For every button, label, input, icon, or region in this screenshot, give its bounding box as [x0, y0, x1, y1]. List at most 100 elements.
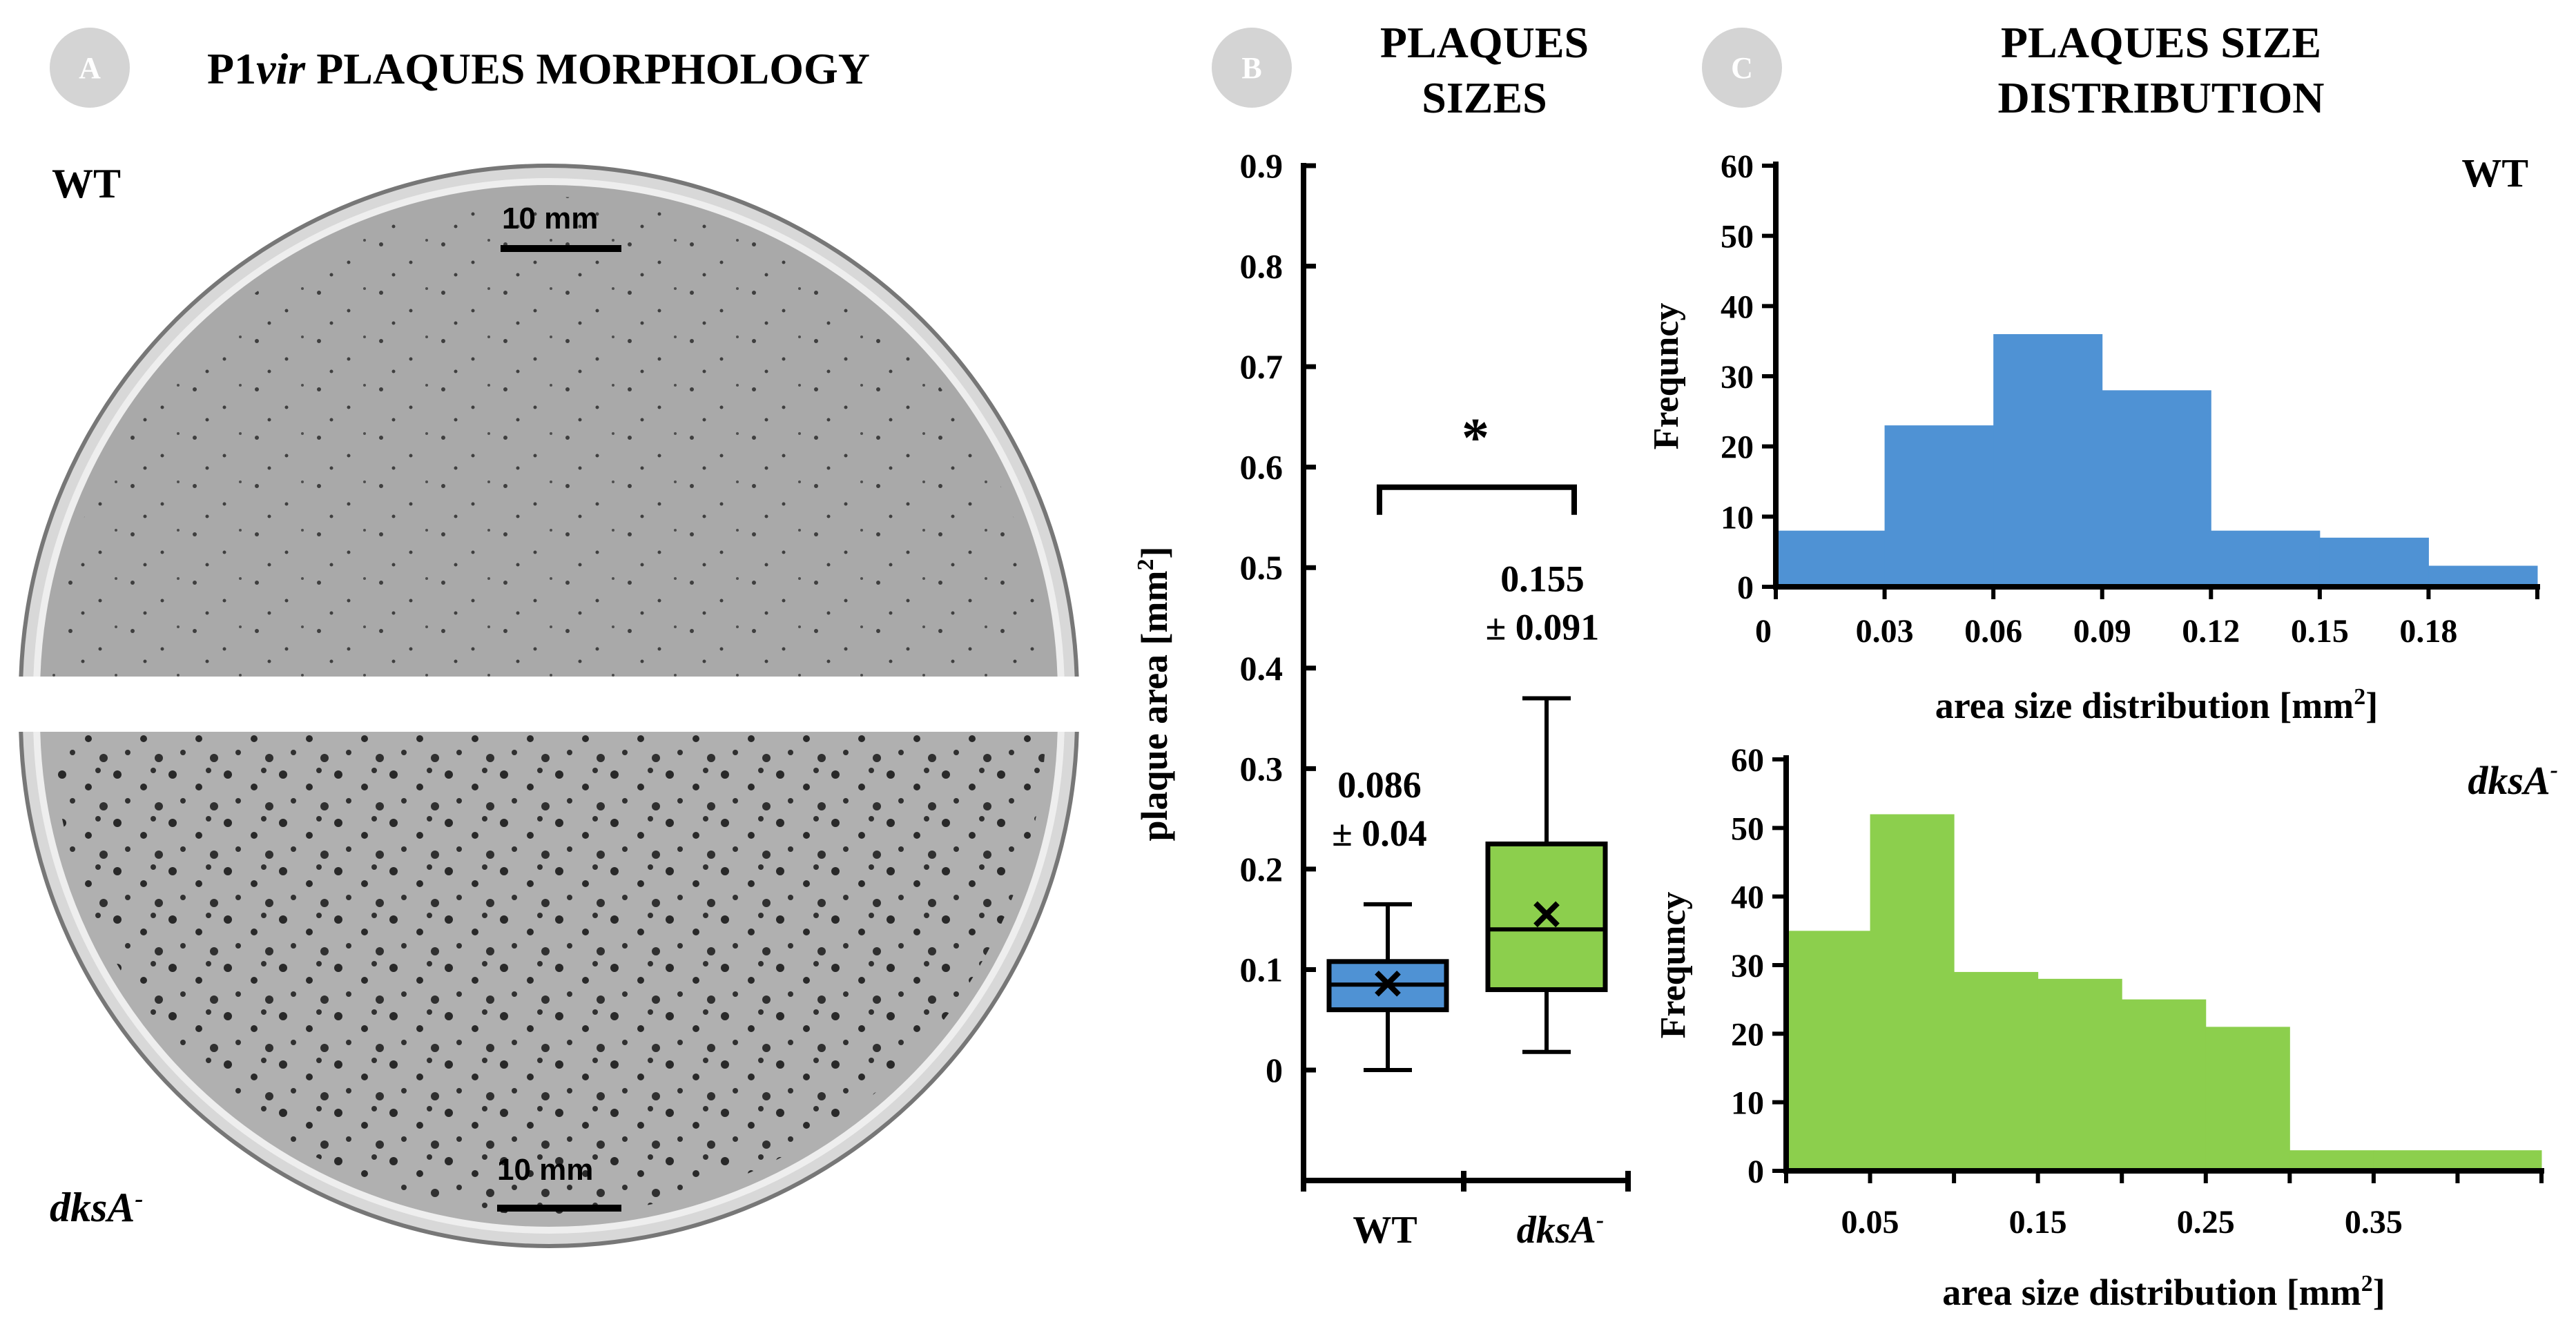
panel-a-badge: A	[50, 28, 130, 108]
boxplot-chart: 0 0.1 0.2 0.3 0.4 0.5 0.6 0.7 0.8 0.9 plaque area …	[1133, 146, 1631, 1252]
x-tick-label: 0.25	[2177, 1204, 2235, 1241]
y-tick-label: 0.5	[1240, 548, 1284, 587]
panel-a-title-prefix: P1	[207, 44, 257, 93]
mean-label: 0.155	[1500, 558, 1585, 599]
x-axis-label-sup: 2	[2354, 684, 2365, 710]
mean-marker	[1533, 901, 1560, 928]
panel-a-title-suffix: PLAQUES MORPHOLOGY	[305, 44, 870, 93]
label-dksa: dksA-	[50, 1184, 143, 1232]
category-label-sup: -	[1596, 1207, 1604, 1233]
x-tick-label: 0.15	[2291, 613, 2349, 650]
y-tick-label: 0.9	[1240, 146, 1284, 185]
histogram-bar	[1870, 814, 1955, 1171]
label-dksa-text: dksA	[50, 1185, 135, 1230]
y-tick-label: 0	[1747, 1154, 1764, 1190]
petri-dish-figure	[19, 164, 1079, 1248]
x-axis-label-end: ]	[2365, 685, 2378, 726]
panel-c-title: PLAQUES SIZE DISTRIBUTION	[1892, 15, 2430, 126]
y-tick-label: 0.7	[1240, 347, 1284, 386]
histogram-bar	[2428, 565, 2538, 587]
panel-b-title-line1: PLAQUES	[1379, 18, 1589, 67]
panel-c-badge: C	[1702, 28, 1782, 108]
y-tick-label: 0.6	[1240, 448, 1284, 487]
significance-star: *	[1462, 408, 1489, 469]
y-tick-label: 10	[1731, 1085, 1764, 1122]
category-label: WT	[1353, 1209, 1417, 1252]
histogram-bar	[2289, 1150, 2374, 1171]
histogram-bar	[2211, 530, 2321, 587]
y-tick-label: 10	[1721, 499, 1754, 536]
x-tick-label: 0	[1755, 613, 1772, 650]
x-tick-label: 0.35	[2345, 1204, 2403, 1241]
x-axis-label-end: ]	[2373, 1272, 2385, 1313]
scale-bar-bottom	[497, 1205, 621, 1212]
x-axis-label: area size distribution [mm2]	[1942, 1271, 2385, 1313]
histogram-bar	[2102, 390, 2211, 587]
histogram-bar	[1993, 334, 2103, 587]
histogram-bar	[2457, 1150, 2542, 1171]
panel-c-title-line2: DISTRIBUTION	[1997, 73, 2325, 122]
y-tick-label: 60	[1731, 742, 1764, 779]
y-axis-label-sup: 2	[1133, 559, 1159, 571]
category-label: dksA-	[1517, 1207, 1604, 1252]
histogram-wt: 0 10 20 30 40 50 60 0 0.03 0.06 0.09 0.12 0.15 0.18 Fr…	[1647, 148, 2540, 726]
panel-c-title-line1: PLAQUES SIZE	[2000, 18, 2322, 67]
x-axis-label-sup: 2	[2361, 1271, 2373, 1296]
y-axis-label: Frequncy	[1654, 892, 1693, 1039]
panel-b-badge: B	[1212, 28, 1292, 108]
histogram-bar	[2205, 1027, 2290, 1171]
y-axis-label: Frequncy	[1647, 303, 1686, 450]
plate-dksa	[19, 732, 1079, 1248]
histogram-bar	[1776, 530, 1886, 587]
scale-bar-top	[501, 245, 621, 252]
series-label-sup: -	[2550, 757, 2558, 783]
panel-b-title: PLAQUES SIZES	[1353, 15, 1616, 126]
histogram-bar	[2037, 978, 2122, 1171]
y-tick-label: 40	[1731, 880, 1764, 916]
y-tick-label: 0	[1266, 1051, 1283, 1089]
x-tick-label: 0.06	[1964, 613, 2022, 650]
label-wt: WT	[52, 161, 122, 206]
y-axis-label-end: ]	[1134, 547, 1175, 559]
significance-bracket	[1377, 484, 1577, 515]
x-tick-label: 0.03	[1856, 613, 1914, 650]
y-tick-label: 0.4	[1240, 649, 1284, 688]
plate-wt	[19, 164, 1079, 677]
y-tick-label: 40	[1721, 289, 1754, 325]
panel-a-title: P1vir PLAQUES MORPHOLOGY	[207, 41, 870, 97]
y-tick-label: 30	[1721, 359, 1754, 396]
mean-label: 0.086	[1337, 764, 1422, 806]
sd-label: ± 0.091	[1486, 606, 1600, 648]
y-tick-label: 60	[1721, 148, 1754, 185]
histogram-dksa: 0 10 20 30 40 50 60 0.05 0.15 0.25 0.35 Frequncy are…	[1654, 742, 2558, 1313]
mean-marker	[1375, 970, 1401, 997]
histogram-bar	[2122, 999, 2207, 1171]
scale-label-top: 10 mm	[502, 202, 599, 235]
y-tick-label: 50	[1731, 810, 1764, 847]
histogram-bar	[1954, 971, 2039, 1171]
y-tick-label: 0.2	[1240, 850, 1284, 888]
y-tick-label: 20	[1731, 1016, 1764, 1053]
y-tick-label: 0.1	[1240, 950, 1284, 989]
x-axis-label: area size distribution [mm2]	[1935, 684, 2378, 726]
histogram-bar	[2373, 1150, 2458, 1171]
panel-b-title-line2: SIZES	[1422, 73, 1547, 122]
label-dksa-sup: -	[135, 1185, 144, 1212]
histogram-bar	[1786, 931, 1871, 1171]
series-label: WT	[2461, 150, 2528, 195]
x-tick-label: 0.09	[2073, 613, 2131, 650]
histogram-bar	[1884, 425, 1994, 587]
x-tick-label: 0.18	[2399, 613, 2457, 650]
y-tick-label: 0.3	[1240, 749, 1284, 788]
x-tick-label: 0.12	[2182, 613, 2240, 650]
y-tick-label: 0	[1737, 570, 1754, 606]
y-tick-label: 20	[1721, 429, 1754, 466]
x-tick-label: 0.05	[1841, 1204, 1899, 1241]
series-label: dksA-	[2468, 757, 2558, 803]
scale-label-bottom: 10 mm	[497, 1153, 594, 1187]
sd-label: ± 0.04	[1332, 813, 1427, 854]
histogram-bar	[2319, 537, 2429, 587]
y-tick-label: 50	[1721, 219, 1754, 255]
x-tick-label: 0.15	[2009, 1204, 2067, 1241]
y-axis-label: plaque area [mm2]	[1133, 547, 1175, 842]
